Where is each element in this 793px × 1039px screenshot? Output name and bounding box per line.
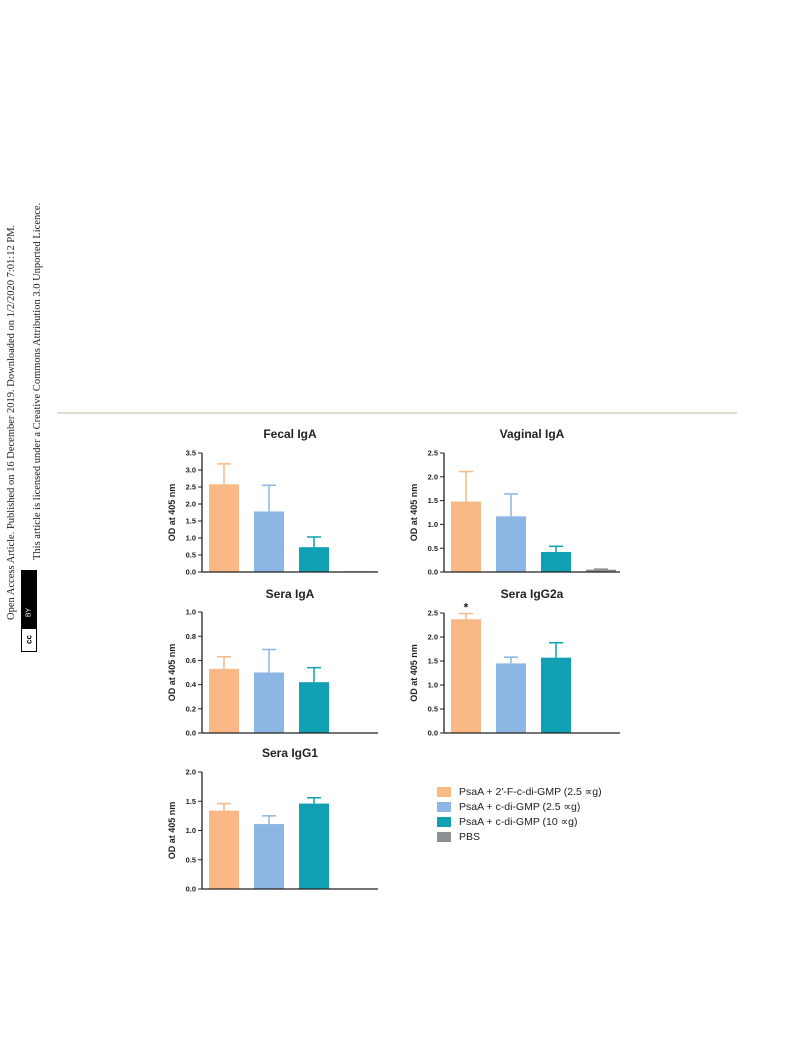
legend-label: PsaA + 2'-F-c-di-GMP (2.5 ∝g) bbox=[459, 785, 602, 798]
y-tick-label: 3.5 bbox=[186, 449, 196, 458]
bar bbox=[496, 663, 526, 733]
legend-swatch bbox=[437, 816, 451, 827]
y-tick-label: 2.0 bbox=[186, 768, 196, 777]
bar bbox=[209, 484, 239, 572]
y-tick-label: 1.5 bbox=[428, 496, 438, 505]
legend-swatch bbox=[437, 801, 451, 812]
y-tick-label: 2.0 bbox=[428, 633, 438, 642]
header-separator bbox=[57, 412, 737, 414]
y-tick-label: 2.5 bbox=[428, 609, 438, 618]
y-axis-label: OD at 405 nm bbox=[409, 484, 419, 542]
bar bbox=[209, 810, 239, 889]
y-tick-label: 0.0 bbox=[186, 568, 196, 577]
bar bbox=[586, 569, 616, 572]
legend-label: PsaA + c-di-GMP (2.5 ∝g) bbox=[459, 800, 581, 813]
y-tick-label: 0.2 bbox=[186, 704, 196, 713]
y-tick-label: 0.4 bbox=[186, 680, 197, 689]
y-tick-label: 0.5 bbox=[428, 544, 438, 553]
y-tick-label: 0.5 bbox=[428, 705, 438, 714]
y-tick-label: 1.0 bbox=[428, 681, 438, 690]
legend-swatch bbox=[437, 831, 451, 842]
y-tick-label: 2.5 bbox=[428, 449, 438, 458]
bar bbox=[254, 511, 284, 572]
y-tick-label: 2.0 bbox=[428, 472, 438, 481]
legend-label: PBS bbox=[459, 830, 481, 843]
bar bbox=[451, 619, 481, 733]
y-tick-label: 2.0 bbox=[186, 500, 196, 509]
chart-panel: * 0.0 0.5 1.0 1.5 2.0 2.5 OD at 405 nm Sera IgG2… bbox=[409, 587, 620, 738]
y-tick-label: 1.5 bbox=[186, 517, 196, 526]
y-axis-label: OD at 405 nm bbox=[167, 802, 177, 860]
chart-title: Vaginal IgA bbox=[500, 427, 565, 441]
y-tick-label: 1.5 bbox=[186, 797, 196, 806]
chart-panel: 0.0 0.5 1.0 1.5 2.0 2.5 OD at 405 nm Vaginal Ig… bbox=[409, 427, 620, 577]
chart-panel: 0.0 0.5 1.0 1.5 2.0 2.5 3.0 3.5 OD at 405 nm Feca… bbox=[167, 427, 378, 577]
y-tick-label: 0.6 bbox=[186, 656, 196, 665]
chart-title: Fecal IgA bbox=[263, 427, 317, 441]
y-tick-label: 0.0 bbox=[186, 729, 196, 738]
legend-item: PBS bbox=[437, 829, 602, 844]
bar bbox=[496, 516, 526, 572]
y-axis-label: OD at 405 nm bbox=[167, 484, 177, 542]
legend: PsaA + 2'-F-c-di-GMP (2.5 ∝g) PsaA + c-di… bbox=[437, 784, 602, 844]
cc-by-badge[interactable]: BY cc bbox=[21, 570, 37, 652]
y-tick-label: 0.0 bbox=[428, 568, 438, 577]
y-axis-label: OD at 405 nm bbox=[409, 644, 419, 702]
legend-label: PsaA + c-di-GMP (10 ∝g) bbox=[459, 815, 578, 828]
chart-title: Sera IgG1 bbox=[262, 746, 318, 760]
y-tick-label: 1.0 bbox=[186, 826, 196, 835]
bar bbox=[299, 682, 329, 733]
bar bbox=[541, 552, 571, 572]
bar bbox=[299, 803, 329, 889]
y-tick-label: 2.5 bbox=[186, 483, 196, 492]
bar bbox=[299, 547, 329, 572]
bar bbox=[451, 501, 481, 572]
legend-swatch bbox=[437, 786, 451, 797]
cc-icon: cc bbox=[22, 629, 36, 651]
y-tick-label: 0.0 bbox=[428, 729, 438, 738]
chart-title: Sera IgG2a bbox=[501, 587, 564, 601]
bar bbox=[254, 824, 284, 889]
y-tick-label: 1.0 bbox=[186, 534, 196, 543]
significance-label: * bbox=[464, 600, 469, 614]
chart-panel: 0.0 0.2 0.4 0.6 0.8 1.0 OD at 405 nm Sera IgA bbox=[167, 587, 378, 738]
bar bbox=[209, 668, 239, 733]
y-tick-label: 3.0 bbox=[186, 466, 196, 475]
y-tick-label: 0.5 bbox=[186, 551, 196, 560]
bar bbox=[254, 672, 284, 733]
legend-item: PsaA + c-di-GMP (10 ∝g) bbox=[437, 814, 602, 829]
legend-item: PsaA + 2'-F-c-di-GMP (2.5 ∝g) bbox=[437, 784, 602, 799]
chart-panel: 0.0 0.5 1.0 1.5 2.0 OD at 405 nm Sera IgG1 bbox=[167, 746, 378, 894]
y-tick-label: 0.8 bbox=[186, 632, 196, 641]
y-tick-label: 1.5 bbox=[428, 657, 438, 666]
y-tick-label: 1.0 bbox=[428, 520, 438, 529]
y-axis-label: OD at 405 nm bbox=[167, 644, 177, 702]
chart-title: Sera IgA bbox=[266, 587, 315, 601]
y-tick-label: 0.5 bbox=[186, 855, 196, 864]
bar bbox=[541, 657, 571, 733]
legend-item: PsaA + c-di-GMP (2.5 ∝g) bbox=[437, 799, 602, 814]
y-tick-label: 1.0 bbox=[186, 608, 196, 617]
y-tick-label: 0.0 bbox=[186, 885, 196, 894]
